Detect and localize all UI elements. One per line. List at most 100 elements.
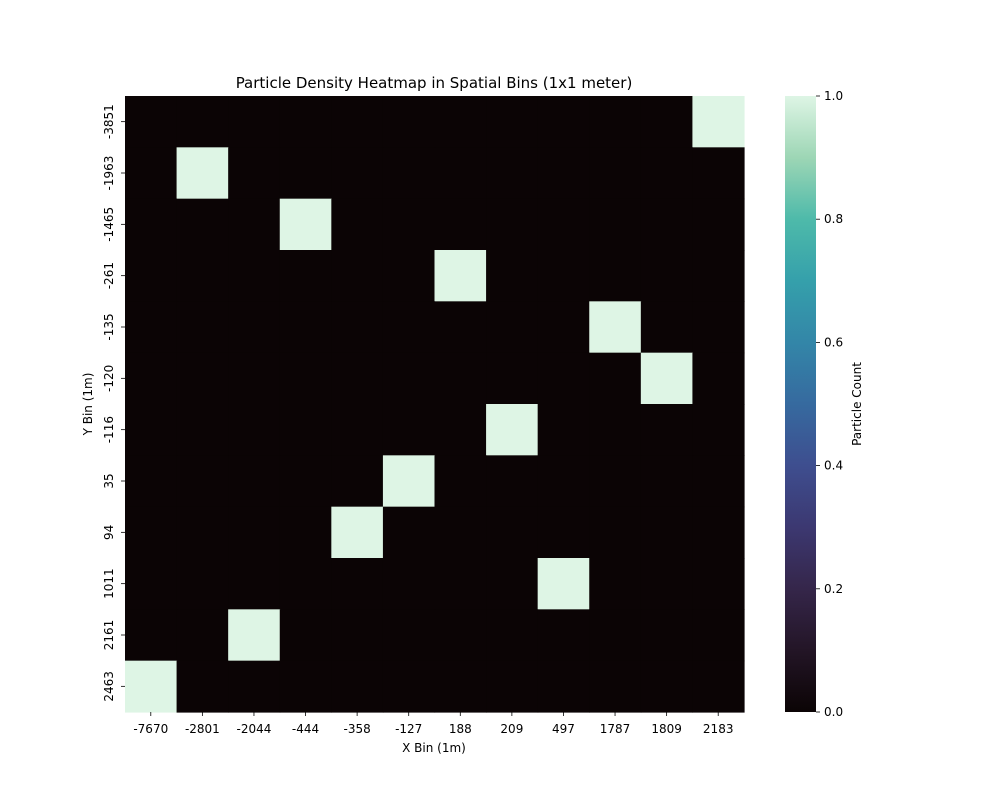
x-axis-ticks: -7670 -2801 -2044 -444 -358 -127 188 209 497 1787…: [133, 712, 733, 736]
heatmap-cell: [537, 198, 590, 251]
heatmap-cell: [537, 352, 590, 405]
heatmap-cell: [176, 609, 229, 662]
heatmap-cell: [331, 558, 384, 610]
heatmap-cell: [176, 96, 229, 148]
heatmap-cell: [279, 609, 332, 662]
y-tick-label: -1465: [102, 207, 116, 242]
heatmap-cell: [537, 404, 590, 456]
heatmap-cell: [537, 147, 590, 200]
heatmap-cell: [589, 301, 642, 354]
heatmap-cell: [692, 660, 745, 713]
x-tick-label: -358: [344, 722, 371, 736]
heatmap-cell: [537, 301, 590, 354]
heatmap-cell: [537, 558, 590, 610]
heatmap-cell: [125, 198, 178, 251]
heatmap-cell: [125, 558, 178, 610]
heatmap-cell: [692, 147, 745, 200]
x-tick-label: 497: [552, 722, 575, 736]
heatmap-cell: [331, 455, 384, 508]
heatmap-cell: [640, 609, 694, 662]
heatmap-cell: [279, 301, 332, 354]
heatmap-cell: [589, 609, 642, 662]
y-tick-label: 2463: [102, 671, 116, 702]
heatmap-cell: [382, 660, 436, 713]
heatmap-cell: [640, 404, 694, 456]
heatmap-cell: [486, 250, 539, 302]
heatmap-cell: [434, 250, 487, 302]
heatmap-cell: [176, 455, 229, 508]
heatmap-cell: [382, 250, 436, 302]
colorbar-label: Particle Count: [850, 362, 864, 446]
y-tick-label: -135: [102, 313, 116, 340]
y-tick-label: -3851: [102, 104, 116, 139]
heatmap-cell: [331, 352, 384, 405]
heatmap-cell: [228, 301, 281, 354]
x-tick-label: -7670: [133, 722, 168, 736]
heatmap-cell: [228, 147, 281, 200]
y-tick-label: -116: [102, 416, 116, 443]
heatmap-cell: [279, 96, 332, 148]
x-tick-label: 209: [500, 722, 523, 736]
colorbar-tick-label: 0.4: [824, 459, 843, 473]
heatmap-cell: [589, 352, 642, 405]
colorbar-tick-label: 0.8: [824, 212, 843, 226]
heatmap-cell: [279, 198, 332, 251]
heatmap-cell: [640, 198, 694, 251]
heatmap-cell: [331, 198, 384, 251]
heatmap-cell: [279, 660, 332, 713]
x-axis-label: X Bin (1m): [402, 741, 466, 755]
heatmap-cell: [176, 558, 229, 610]
x-tick-label: 188: [449, 722, 472, 736]
heatmap-cell: [331, 660, 384, 713]
heatmap-cell: [486, 660, 539, 713]
heatmap-cell: [125, 404, 178, 456]
heatmap-cell: [640, 96, 694, 148]
heatmap-cell: [125, 455, 178, 508]
heatmap-cell: [589, 147, 642, 200]
heatmap-cell: [125, 609, 178, 662]
heatmap-cell: [125, 147, 178, 200]
heatmap-cell: [486, 198, 539, 251]
heatmap-cell: [640, 352, 694, 405]
heatmap-cell: [382, 455, 436, 508]
heatmap-cell: [125, 250, 178, 302]
heatmap-cell: [382, 147, 436, 200]
heatmap-cell: [228, 198, 281, 251]
heatmap-cell: [434, 609, 487, 662]
heatmap-cell: [434, 352, 487, 405]
heatmap-cell: [228, 96, 281, 148]
heatmap-cell: [382, 96, 436, 148]
heatmap-cell: [486, 301, 539, 354]
heatmap-cell: [640, 301, 694, 354]
y-tick-label: 35: [102, 473, 116, 488]
heatmap-cell: [331, 250, 384, 302]
heatmap-cell: [228, 660, 281, 713]
heatmap-cell: [640, 250, 694, 302]
heatmap-cell: [537, 609, 590, 662]
heatmap-cell: [279, 147, 332, 200]
heatmap-cell: [382, 609, 436, 662]
heatmap-cell: [434, 404, 487, 456]
heatmap-cell: [279, 352, 332, 405]
heatmap-cell: [692, 455, 745, 508]
heatmap-cell: [486, 404, 539, 456]
heatmap-cell: [537, 250, 590, 302]
x-tick-label: -2044: [237, 722, 272, 736]
heatmap-cell: [228, 404, 281, 456]
heatmap-cell: [176, 506, 229, 559]
heatmap-cell: [331, 301, 384, 354]
heatmap-cell: [279, 506, 332, 559]
heatmap-cell: [382, 198, 436, 251]
colorbar: [785, 96, 816, 712]
heatmap-cell: [331, 147, 384, 200]
colorbar-tick-label: 0.6: [824, 335, 843, 349]
y-axis-label: Y Bin (1m): [81, 373, 95, 437]
heatmap-cell: [589, 404, 642, 456]
heatmap-cell: [434, 455, 487, 508]
heatmap-cell: [589, 198, 642, 251]
heatmap-cell: [176, 198, 229, 251]
heatmap-cell: [537, 506, 590, 559]
heatmap-cell: [279, 455, 332, 508]
heatmap-cell: [537, 96, 590, 148]
